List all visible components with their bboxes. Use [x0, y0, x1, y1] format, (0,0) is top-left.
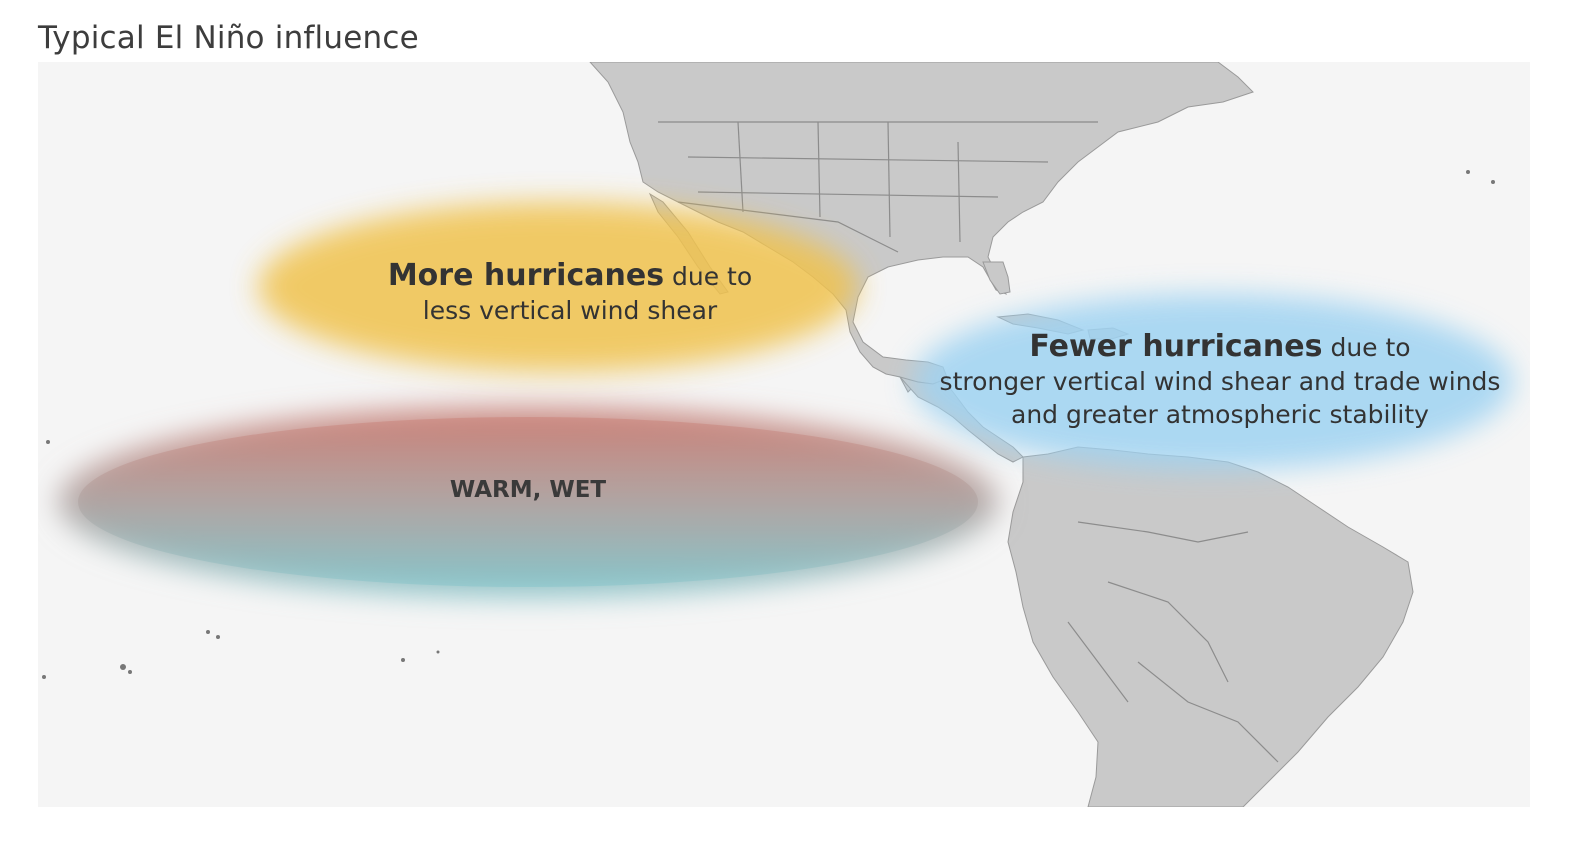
fewer-hurricanes-suffix: due to	[1322, 333, 1411, 362]
fewer-hurricanes-headline: Fewer hurricanes	[1029, 329, 1323, 364]
map-area	[38, 62, 1530, 807]
south-america-landmass	[1007, 446, 1414, 807]
more-hurricanes-zone	[258, 202, 858, 372]
warm-wet-text: WARM, WET	[449, 477, 607, 503]
fewer-hurricanes-reason-2: and greater atmospheric stability	[1011, 399, 1429, 429]
map-title: Typical El Niño influence	[38, 20, 419, 56]
country-borders	[658, 121, 1279, 763]
more-hurricanes-headline: More hurricanes	[387, 258, 665, 293]
fewer-hurricanes-zone	[913, 294, 1513, 470]
fewer-hurricanes-label: Fewer hurricanes due to stronger vertica…	[930, 327, 1510, 431]
more-hurricanes-label: More hurricanes due to less vertical win…	[360, 256, 780, 328]
pacific-islands	[42, 170, 1495, 679]
florida-peninsula	[982, 261, 1011, 295]
map-canvas	[42, 62, 1513, 807]
more-hurricanes-suffix: due to	[664, 262, 753, 291]
more-hurricanes-reason: less vertical wind shear	[422, 296, 718, 325]
warm-wet-label: WARM, WET	[428, 476, 628, 506]
fewer-hurricanes-reason-1: stronger vertical wind shear and trade w…	[939, 367, 1501, 396]
